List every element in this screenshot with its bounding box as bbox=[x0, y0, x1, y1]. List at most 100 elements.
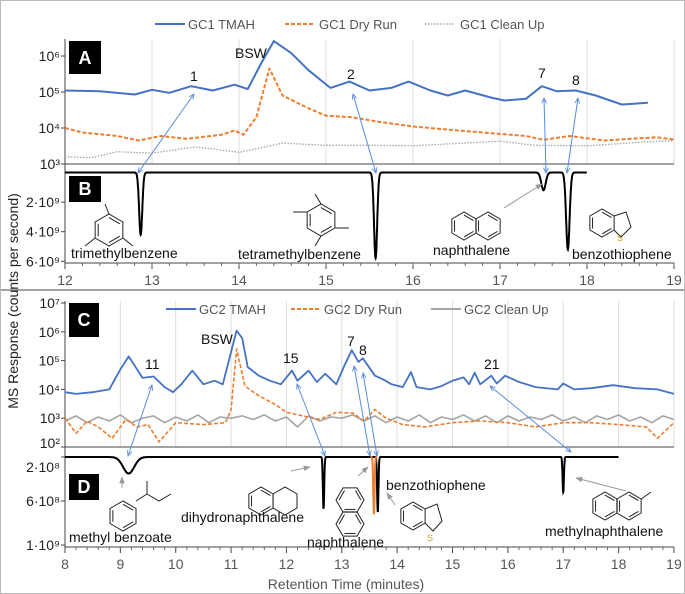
x-tick-label: 9 bbox=[116, 556, 124, 572]
double-bond bbox=[487, 214, 498, 221]
compound-label-naphthalene-b: naphthalene bbox=[433, 242, 510, 258]
panel-label-d-box bbox=[69, 474, 99, 500]
compound-label-benzothiophene-d: benzothiophene bbox=[386, 477, 486, 493]
double-bond bbox=[463, 214, 474, 221]
series-gc1-clean-up bbox=[64, 139, 675, 159]
thiophene-ring bbox=[424, 503, 443, 532]
double-bond bbox=[338, 490, 345, 501]
double-bond bbox=[320, 225, 333, 233]
x-tick-label: 19 bbox=[666, 272, 682, 288]
trimethylbenzene-structure-icon bbox=[84, 203, 134, 247]
compound-label-trimethylbenzene: trimethylbenzene bbox=[71, 245, 178, 261]
panel-label-b-box bbox=[69, 176, 101, 202]
legend-label: GC2 Dry Run bbox=[324, 302, 402, 317]
x-tick-label: 16 bbox=[500, 556, 516, 572]
legend-label: GC1 TMAH bbox=[188, 17, 255, 32]
y-tick-label: 1·10⁹ bbox=[26, 537, 60, 553]
y-tick-label: 6·10⁹ bbox=[26, 253, 60, 269]
pointer-arrow bbox=[386, 492, 396, 506]
compound-label-naphthalene-d: naphthalene bbox=[307, 534, 384, 550]
x-tick-label: 12 bbox=[279, 556, 295, 572]
x-tick-label: 11 bbox=[224, 556, 239, 572]
legend-label: GC1 Clean Up bbox=[460, 17, 545, 32]
x-tick-label: 12 bbox=[57, 272, 73, 288]
pointer-arrow bbox=[290, 465, 311, 472]
y-tick-label: 10⁴ bbox=[38, 120, 60, 136]
double-arrow bbox=[353, 94, 376, 173]
double-bond bbox=[122, 503, 134, 511]
legend-gc2: GC2 TMAH GC2 Dry Run GC2 Clean Up bbox=[166, 302, 549, 317]
y-tick-label: 10⁵ bbox=[39, 353, 60, 369]
double-arrow bbox=[138, 94, 194, 173]
x-tick-label: 15 bbox=[445, 556, 461, 572]
ring bbox=[94, 213, 124, 247]
peak-label-bsw-c: BSW bbox=[201, 331, 234, 347]
ring bbox=[335, 487, 365, 513]
double-bond bbox=[463, 231, 474, 238]
ring bbox=[400, 501, 426, 531]
x-tick-label: 8 bbox=[61, 556, 69, 572]
double-bond bbox=[355, 490, 362, 501]
panel-label-c-box bbox=[69, 303, 99, 337]
double-arrow bbox=[567, 98, 578, 173]
peak-label-15: 15 bbox=[283, 350, 299, 366]
peak-label-1: 1 bbox=[190, 68, 198, 84]
y-tick-label: 2·10⁸ bbox=[26, 459, 60, 475]
pointer-arrow bbox=[357, 466, 369, 477]
benzothiophene-d-structure-icon: S bbox=[400, 501, 443, 543]
x-tick-label: 13 bbox=[334, 556, 350, 572]
pointer-arrow bbox=[575, 476, 627, 492]
legend-label: GC2 Clean Up bbox=[464, 302, 549, 317]
substituent-bond bbox=[84, 237, 96, 247]
compound-label-tetramethylbenzene: tetramethylbenzene bbox=[238, 246, 361, 262]
y-tick-label: 10⁷ bbox=[39, 295, 60, 311]
x-tick-label: 10 bbox=[168, 556, 184, 572]
substituent-bond bbox=[104, 203, 110, 215]
compound-label-dihydronaphthalene: dihydronaphthalene bbox=[181, 509, 304, 525]
x-tick-label: 19 bbox=[666, 556, 682, 572]
peak-label-21: 21 bbox=[484, 356, 500, 372]
double-bond bbox=[604, 494, 615, 501]
ring bbox=[306, 203, 336, 237]
double-bond bbox=[260, 489, 271, 496]
double-bond bbox=[604, 511, 615, 518]
double-bond bbox=[108, 217, 121, 225]
methylnaphthalene-structure-icon bbox=[592, 491, 652, 521]
double-arrow bbox=[490, 386, 571, 452]
dihydronaphthalene-structure-icon bbox=[248, 486, 298, 516]
detector-peak-naphthalene-highlight bbox=[370, 456, 378, 515]
double-bond bbox=[487, 231, 498, 238]
ring bbox=[109, 500, 137, 532]
legend-label: GC1 Dry Run bbox=[319, 17, 397, 32]
compound-label-methyl-benzoate: methyl benzoate bbox=[69, 529, 172, 545]
peak-label-2: 2 bbox=[347, 66, 355, 82]
benzothiophene-structure-icon: S bbox=[589, 208, 632, 243]
double-arrow bbox=[297, 384, 325, 456]
x-tick-label: 17 bbox=[555, 556, 571, 572]
double-bond bbox=[412, 521, 423, 528]
x-axis-label: Retention Time (minutes) bbox=[268, 576, 424, 592]
panel-label-b: B bbox=[79, 179, 92, 199]
series-gc1-dry-run bbox=[64, 67, 675, 142]
naphthalene-vertical-structure-icon bbox=[335, 487, 365, 537]
double-bond bbox=[355, 514, 362, 525]
pointer-arrow bbox=[503, 183, 543, 209]
ring bbox=[616, 491, 642, 521]
naphthalene-structure-icon bbox=[451, 211, 501, 241]
x-tick-label: 16 bbox=[405, 272, 421, 288]
legend-label: GC2 TMAH bbox=[199, 302, 266, 317]
y-tick-label: 10³ bbox=[40, 410, 61, 426]
ester-group bbox=[135, 481, 172, 502]
substituent-bond bbox=[122, 237, 134, 247]
dihydro-ring bbox=[272, 486, 298, 516]
sulfur-label: S bbox=[427, 533, 433, 543]
double-bond bbox=[412, 504, 423, 511]
y-axis-label: MS Response (counts per second) bbox=[5, 193, 21, 409]
series-gc2-tmah bbox=[64, 329, 675, 395]
y-tick-label: 10³ bbox=[40, 156, 61, 172]
double-arrow bbox=[128, 385, 152, 456]
ring bbox=[451, 211, 477, 241]
x-tick-label: 14 bbox=[231, 272, 247, 288]
double-bond bbox=[122, 521, 134, 529]
